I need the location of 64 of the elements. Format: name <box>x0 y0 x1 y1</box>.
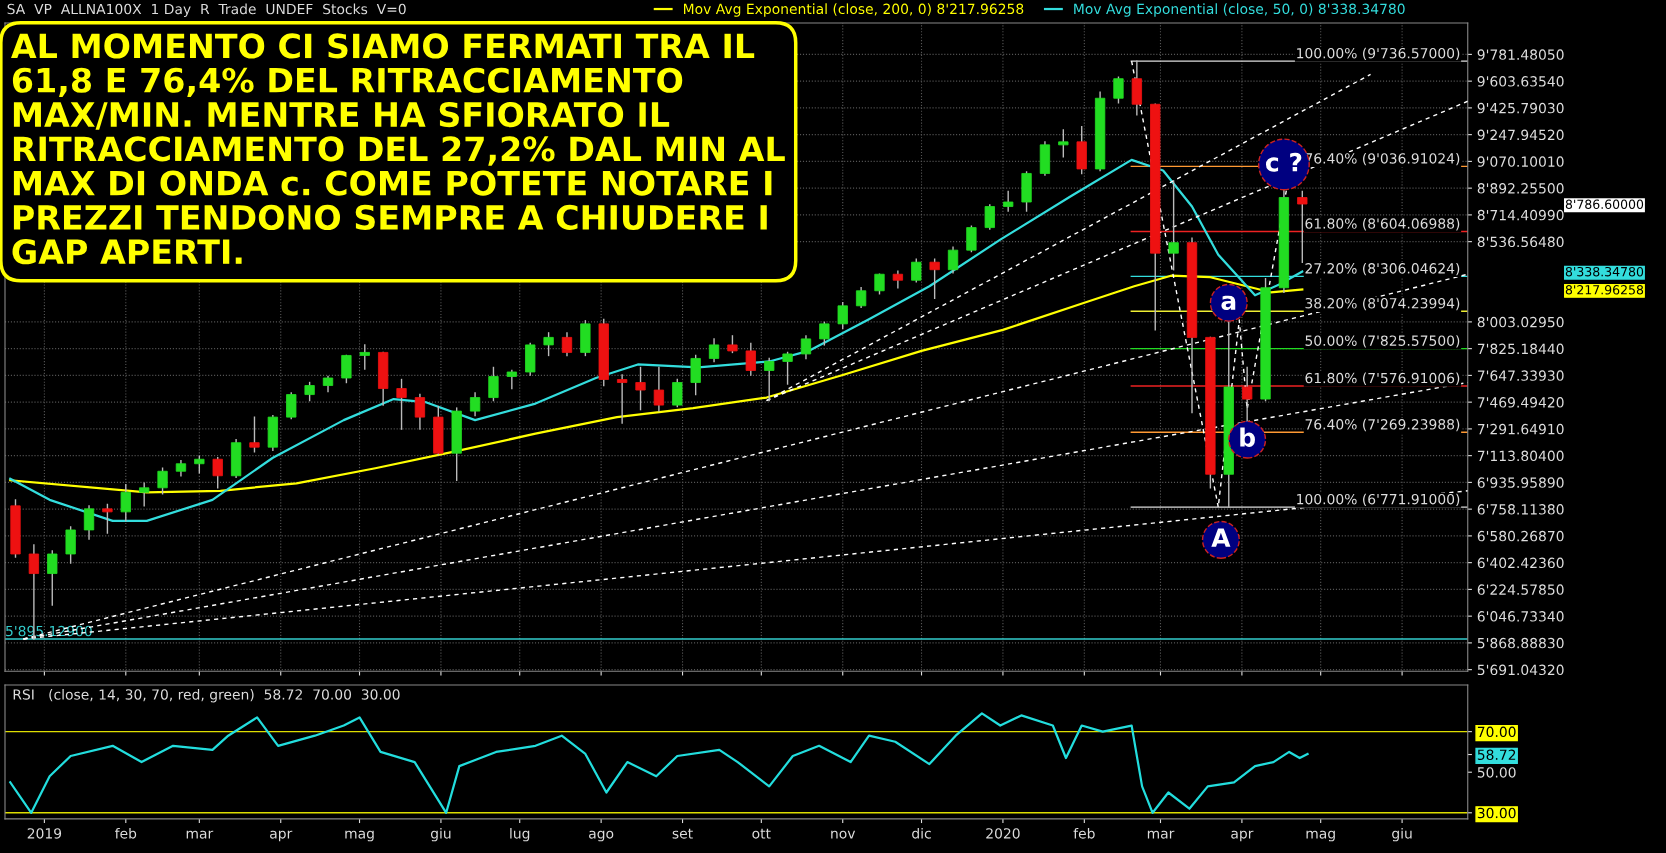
x-tick-label: nov <box>831 830 856 839</box>
x-tick-label: 2019 <box>27 828 62 839</box>
chart-title: SA VP ALLNA100X 1 Day R Trade UNDEF Stocks V=0 <box>7 3 406 17</box>
ref-line-label: 100.00% (9'736.57000) <box>1297 47 1460 61</box>
x-tick-label: mag <box>1306 830 1335 842</box>
y-tick-label: 50.00 <box>1477 767 1516 778</box>
x-tick-label: giu <box>1392 827 1412 842</box>
y-tick-label: 9'070.10010 <box>1477 156 1564 167</box>
y2-tick-label: 8'338.34780 <box>1565 266 1644 277</box>
y-tick-label: 30.00 <box>1477 807 1516 819</box>
x-tick-label: feb <box>1073 827 1095 839</box>
x-tick-label: apr <box>270 830 293 842</box>
y-tick-label: 70.00 <box>1477 726 1516 738</box>
y-tick-label: 9'247.94520 <box>1477 129 1564 141</box>
y-tick-label: 5'691.04320 <box>1477 664 1564 676</box>
y-tick-label: 9'425.79030 <box>1477 102 1564 114</box>
annotation: b <box>1240 427 1255 447</box>
legend-label: Mov Avg Exponential (close, 50, 0) 8'338.34780 <box>1074 3 1405 17</box>
y-tick-label: 5'868.88830 <box>1477 637 1564 649</box>
x-tick-label: mar <box>186 830 214 839</box>
annotation: c ? <box>1265 152 1302 172</box>
y-tick-label: 7'291.64910 <box>1477 423 1564 435</box>
x-tick-label: dic <box>912 827 931 839</box>
y-tick-label: 9'781.48050 <box>1477 49 1564 60</box>
y-tick-label: 7'113.80400 <box>1477 450 1564 462</box>
annotation: AL MOMENTO CI SIAMO FERMATI TRA IL 61,8 E 76,4% DEL RITRACCIAMENTO MAX/MIN. MENTRE HA SFIORATO IL RITRACCIAMENTO DEL 27,2% DAL MIN AL MAX DI ONDA c. COME POTETE NOTARE I PREZZI TENDONO SEMPRE A CHIUDERE I GAP APERTI. <box>11 33 785 265</box>
y-tick-label: 58.72 <box>1477 749 1516 760</box>
y-tick-label: 6'224.57850 <box>1477 584 1564 595</box>
x-tick-label: giu <box>430 827 451 842</box>
y-tick-label: 6'580.26870 <box>1477 530 1564 542</box>
x-tick-label: apr <box>1231 830 1254 842</box>
y-tick-label: 9'603.63540 <box>1477 76 1564 87</box>
ref-line-label: 27.20% (8'306.04624) <box>1305 262 1460 276</box>
y-tick-label: 7'647.33930 <box>1477 370 1564 381</box>
y-tick-label: 6'758.11380 <box>1477 504 1564 515</box>
y-tick-label: 6'402.42360 <box>1477 557 1564 569</box>
y-tick-label: 8'003.02950 <box>1477 316 1564 328</box>
x-tick-label: mar <box>1147 830 1175 839</box>
x-tick-label: set <box>672 828 693 839</box>
y-tick-label: 8'714.40990 <box>1477 209 1564 221</box>
ref-line-label: 76.40% (7'269.23988) <box>1305 418 1460 432</box>
annotation: A <box>1211 528 1231 547</box>
x-tick-label: feb <box>114 827 137 839</box>
x-tick-label: mag <box>345 830 374 842</box>
chart-title: RSI (close, 14, 30, 70, red, green) 58.72 70.00 30.00 <box>13 688 400 703</box>
legend-label: Mov Avg Exponential (close, 200, 0) 8'217.96258 <box>684 3 1024 17</box>
y-tick-label: 6'046.73340 <box>1477 611 1564 622</box>
y2-tick-label: 8'786.60000 <box>1565 199 1644 209</box>
ref-line-label: 50.00% (7'825.57500) <box>1305 335 1460 348</box>
x-tick-label: ago <box>589 830 614 842</box>
y-tick-label: 7'825.18440 <box>1477 343 1564 355</box>
y2-tick-label: 8'217.96258 <box>1565 285 1644 295</box>
y-tick-label: 8'892.25500 <box>1477 183 1564 194</box>
x-tick-label: ott <box>752 828 771 839</box>
annotation: a <box>1221 295 1236 311</box>
ref-line-label: 61.80% (8'604.06988) <box>1305 218 1460 231</box>
ref-line-label: 61.80% (7'576.91006) <box>1305 372 1460 385</box>
y-tick-label: 6'935.95890 <box>1477 477 1564 488</box>
x-tick-label: lug <box>510 827 530 842</box>
ref-line-label: 100.00% (6'771.91000) <box>1297 493 1460 507</box>
y-tick-label: 8'536.56480 <box>1477 236 1564 248</box>
y-tick-label: 7'469.49420 <box>1477 397 1564 408</box>
ref-line-label: 38.20% (8'074.23994) <box>1305 297 1460 311</box>
x-tick-label: 2020 <box>986 828 1020 839</box>
